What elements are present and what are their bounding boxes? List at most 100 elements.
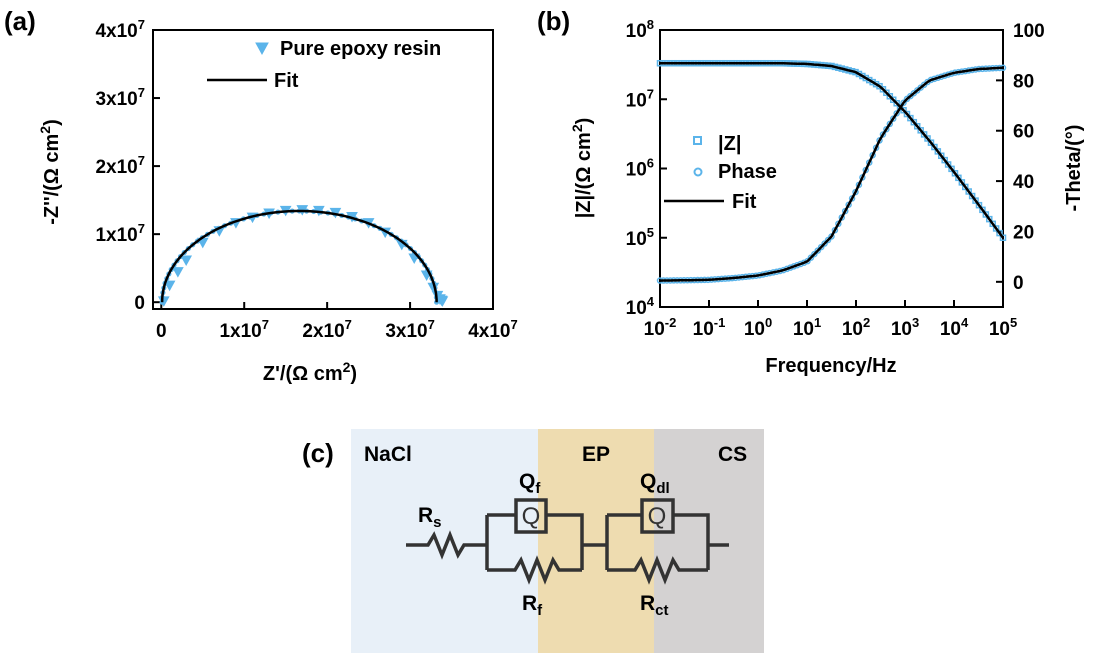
data-point-z — [958, 179, 966, 186]
y-tick-label-right-b: 40 — [1013, 172, 1034, 193]
resistor-rs — [406, 530, 487, 560]
y-tick-label-right-b: 20 — [1013, 222, 1034, 243]
data-point-z — [955, 174, 962, 182]
series-phase — [656, 64, 1007, 284]
region-nacl — [351, 429, 538, 653]
series-z — [656, 59, 1007, 241]
label-qdl: Qdl — [640, 470, 670, 497]
y-tick-label-a: 3x107 — [95, 85, 145, 110]
cpe-qdl — [640, 498, 675, 534]
y-tick-label-left-b: 107 — [626, 86, 654, 111]
data-point-z — [982, 211, 990, 218]
cpe-qdl-symbol: Q — [648, 503, 667, 530]
y-tick-label-left-b: 108 — [626, 17, 654, 42]
x-tick-label-a: 0 — [156, 321, 167, 342]
data-point-z — [962, 183, 969, 191]
data-point-z — [941, 156, 948, 164]
legend-label-fit-a: Fit — [274, 70, 299, 92]
fit-curve-a — [160, 209, 438, 303]
x-tick-label-b: 103 — [891, 315, 919, 340]
data-point-phase — [886, 120, 894, 128]
x-tick-label-b: 102 — [842, 315, 870, 340]
data-point-z — [931, 143, 938, 151]
data-point-z — [900, 106, 907, 114]
label-rct: Rct — [640, 592, 669, 619]
x-tick-label-b: 104 — [940, 315, 969, 340]
data-point-z — [879, 86, 887, 93]
data-point-z — [893, 99, 900, 107]
region-ep — [538, 429, 654, 653]
x-tick-label-a: 1x107 — [219, 317, 269, 342]
y-axis-label-left-b: |Z|/(Ω cm2) — [569, 118, 595, 219]
x-axis-label-b: Frequency/Hz — [765, 355, 896, 377]
legend-marker-square — [693, 136, 702, 145]
y-tick-label-a: 2x107 — [95, 153, 145, 178]
data-point-phase — [817, 243, 825, 251]
data-point-z — [948, 165, 955, 173]
panel-label-b: (b) — [537, 6, 570, 36]
data-point-phase — [889, 115, 897, 122]
cpe-qf — [514, 498, 548, 534]
parallel-block-f — [485, 513, 584, 585]
data-point-z — [972, 197, 979, 204]
y-tick-label-right-b: 80 — [1013, 71, 1034, 92]
fit-curve-phase — [659, 66, 1004, 282]
data-point-z — [907, 114, 914, 122]
y-tick-label-a: 4x107 — [95, 17, 145, 42]
region-label-nacl: NaCl — [364, 443, 412, 466]
data-point-phase — [814, 247, 822, 254]
data-point-phase — [900, 99, 907, 107]
data-point-z — [934, 148, 942, 155]
data-point-z — [920, 131, 928, 138]
data-point-z — [938, 152, 945, 160]
x-tick-label-b: 105 — [989, 315, 1017, 340]
y-tick-label-left-b: 104 — [626, 294, 655, 319]
y-tick-label-left-b: 106 — [626, 156, 654, 181]
data-point-z — [927, 139, 935, 146]
data-point-z — [924, 135, 931, 142]
data-point-z — [989, 220, 996, 228]
y-axis-label-a: -Z''/(Ω cm2) — [37, 119, 63, 225]
data-point-phase — [821, 240, 828, 247]
data-point-phase — [824, 236, 832, 244]
data-point-z — [996, 229, 1003, 237]
bode-plot: (b) 10-2 10-1 100 101 102 103 104 105 104 105 106… — [537, 6, 1085, 377]
data-point-z — [965, 188, 972, 195]
data-point-triangle — [172, 267, 184, 278]
y-tick-label-right-b: 60 — [1013, 122, 1034, 143]
fit-curve-z — [660, 61, 1005, 239]
label-rf: Rf — [522, 592, 543, 619]
x-tick-label-a: 2x107 — [302, 317, 352, 342]
label-qf: Qf — [519, 470, 541, 497]
circuit-wires — [406, 498, 729, 585]
data-point-z — [975, 201, 983, 209]
region-label-cs: CS — [718, 443, 747, 466]
panel-label-c: (c) — [302, 438, 334, 468]
parallel-block-dl — [605, 513, 710, 585]
x-tick-label-b: 10-1 — [693, 315, 726, 340]
panel-label-a: (a) — [4, 6, 36, 36]
data-point-z — [979, 206, 986, 214]
data-point-phase — [883, 125, 890, 133]
data-point-z — [889, 96, 897, 103]
y-tick-label-left-b: 105 — [626, 225, 654, 250]
legend-label-pure-epoxy: Pure epoxy resin — [280, 38, 441, 60]
data-point-z — [917, 127, 924, 134]
legend-marker-circle — [693, 167, 703, 177]
cpe-qf-symbol: Q — [522, 503, 541, 530]
data-point-triangle — [436, 296, 449, 307]
y-tick-label-a: 0 — [134, 293, 145, 314]
legend-label-z: |Z| — [718, 133, 741, 155]
legend-label-fit-b: Fit — [732, 191, 757, 213]
legend-a: Pure epoxy resin Fit — [207, 38, 441, 92]
equivalent-circuit: (c) NaCl EP CS Q Q Rs Qf Qdl Rf Rct — [302, 429, 764, 653]
data-point-z — [999, 234, 1007, 241]
data-point-z — [992, 225, 1000, 232]
data-point-phase — [811, 250, 818, 258]
data-point-z — [910, 118, 918, 126]
label-rs: Rs — [418, 504, 442, 531]
legend-label-phase: Phase — [718, 161, 777, 183]
data-point-triangle — [180, 255, 193, 267]
x-axis-label-a: Z'/(Ω cm2) — [263, 359, 357, 385]
